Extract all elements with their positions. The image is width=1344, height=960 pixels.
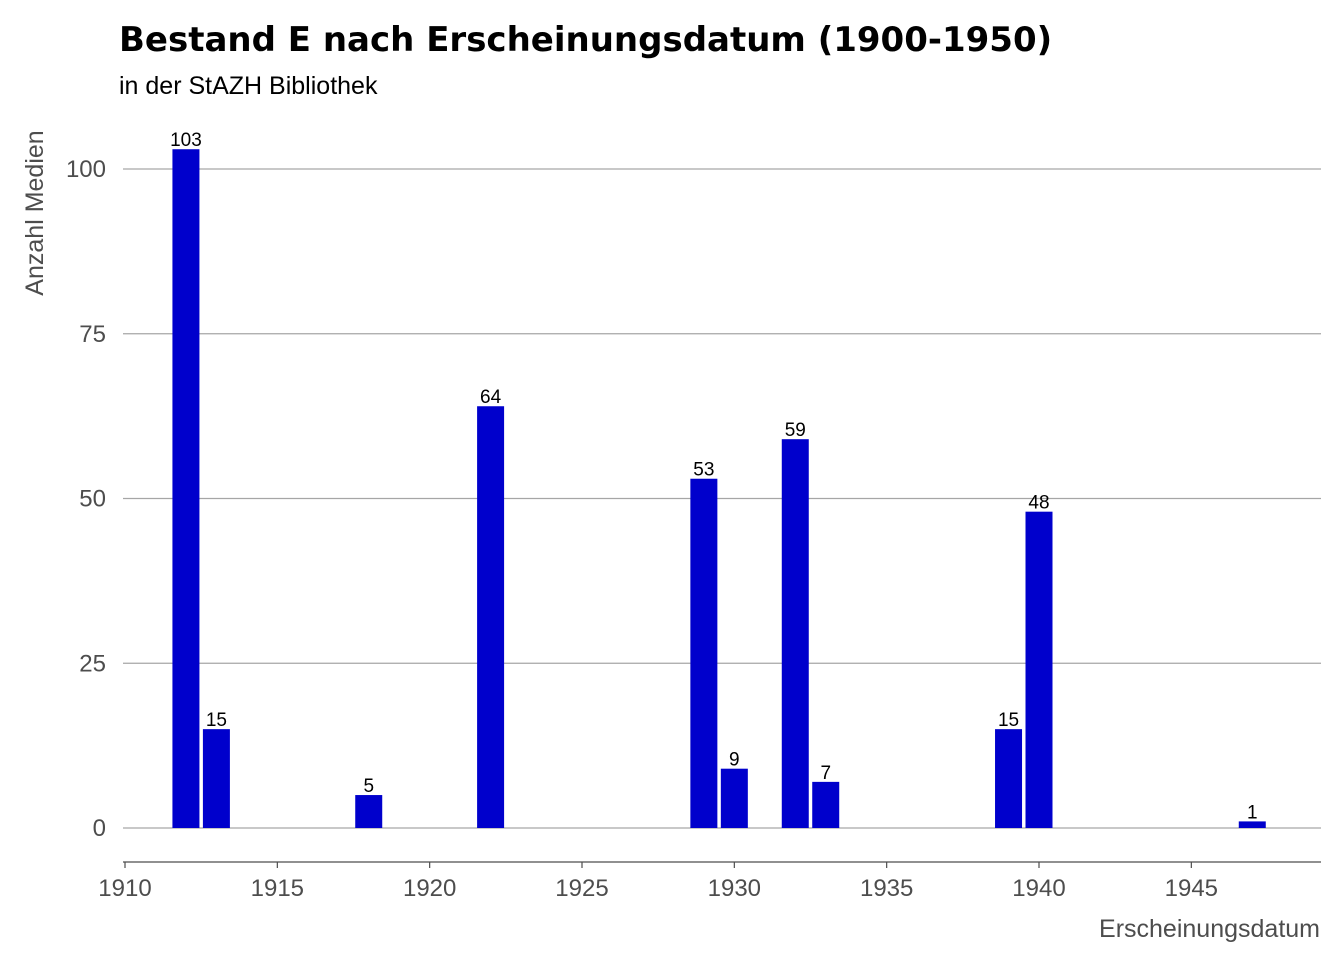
bar-value-label: 53 (693, 460, 714, 481)
bar-value-label: 5 (363, 776, 374, 797)
axes: 1910 1915 1920 1925 1930 1935 1940 194502550751… (66, 156, 1321, 902)
x-tick-label: 1920 (403, 875, 456, 902)
y-tick-label: 75 (79, 321, 106, 348)
bar-value-label: 15 (206, 710, 227, 731)
bar (172, 149, 200, 829)
bar (995, 729, 1023, 828)
gridlines (123, 168, 1321, 829)
x-tick-label: 1940 (1012, 875, 1065, 902)
bar (720, 768, 748, 828)
x-tick-label: 1915 (251, 875, 304, 902)
bar-value-label: 64 (480, 387, 502, 408)
y-axis-label: Anzahl Medien (21, 130, 49, 295)
x-tick-label: 1945 (1165, 875, 1218, 902)
bar (202, 729, 230, 828)
bar-value-label: 48 (1028, 493, 1049, 514)
y-tick-label: 25 (79, 650, 106, 677)
bar-value-label: 59 (785, 420, 806, 441)
chart-subtitle: in der StAZH Bibliothek (119, 72, 378, 100)
bar-value-label: 103 (170, 130, 202, 151)
data-labels: 103 15 5 64 53 9 59 7 15 48 1 (170, 130, 1257, 823)
bar-value-label: 1 (1247, 802, 1258, 823)
x-tick-label: 1935 (860, 875, 913, 902)
bar (812, 781, 840, 828)
x-tick-label: 1925 (555, 875, 608, 902)
bar (355, 795, 383, 828)
x-tick-label: 1930 (708, 875, 761, 902)
bar (690, 478, 718, 828)
x-tick-label: 1910 (98, 875, 151, 902)
y-tick-label: 50 (79, 486, 106, 513)
bar (1238, 821, 1266, 828)
bar (781, 439, 809, 828)
bar (1025, 511, 1053, 828)
bar-value-label: 15 (998, 710, 1019, 731)
chart-title: Bestand E nach Erscheinungsdatum (1900-1… (119, 20, 1052, 60)
bar-value-label: 7 (820, 763, 831, 784)
y-tick-label: 100 (66, 156, 106, 183)
y-tick-label: 0 (93, 815, 106, 842)
bars (172, 149, 1266, 829)
bar-value-label: 9 (729, 750, 740, 771)
bar (477, 406, 505, 828)
x-axis-label: Erscheinungsdatum (1099, 915, 1320, 943)
